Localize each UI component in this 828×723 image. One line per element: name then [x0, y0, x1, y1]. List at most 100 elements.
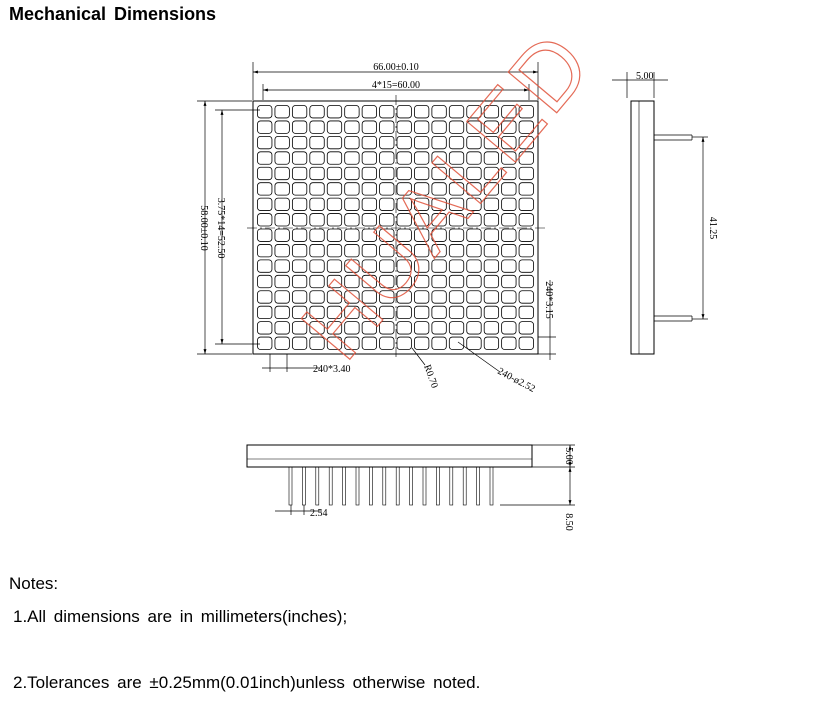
led-dot: [448, 105, 465, 119]
led-dot: [518, 305, 534, 320]
led-dot: [396, 274, 412, 289]
led-dot: [431, 290, 447, 304]
note-item-2: 2.Tolerances are ±0.25mm(0.01inch)unless…: [13, 673, 481, 692]
led-dot: [379, 166, 395, 181]
led-dot: [448, 305, 465, 320]
led-dot: [501, 120, 517, 134]
led-dot: [431, 259, 447, 273]
led-dot: [518, 151, 534, 165]
led-dot: [326, 274, 343, 289]
led-dot: [448, 182, 465, 196]
led-dot: [291, 321, 308, 335]
led-dot: [396, 213, 412, 227]
led-dot: [466, 336, 482, 350]
led-dot: [431, 228, 447, 242]
led-dot: [344, 120, 360, 134]
led-dot: [361, 244, 377, 258]
pitch-height-label: 3.75*14=52.50: [215, 198, 226, 259]
led-dot: [501, 259, 517, 273]
led-dot: [379, 259, 395, 273]
led-dot: [483, 228, 500, 242]
led-dot: [431, 305, 447, 320]
led-dot: [466, 182, 482, 196]
led-dot: [466, 290, 482, 304]
pin-pitch-label: 2.54: [310, 508, 328, 519]
led-dot: [466, 213, 482, 227]
led-dot: [414, 228, 430, 242]
led-dot: [396, 135, 412, 150]
led-dot: [396, 336, 412, 350]
led-dot: [361, 120, 377, 134]
led-dot: [414, 151, 430, 165]
led-dot: [501, 336, 517, 350]
led-dot: [379, 213, 395, 227]
led-dot: [257, 290, 273, 304]
led-dot: [344, 105, 360, 119]
led-dot: [431, 244, 447, 258]
led-dot: [518, 120, 534, 134]
led-dot: [466, 120, 482, 134]
led-dot: [257, 305, 273, 320]
led-dot: [361, 274, 377, 289]
led-dot: [344, 321, 360, 335]
led-dot: [518, 228, 534, 242]
led-dot: [483, 151, 500, 165]
page-title: Mechanical Dimensions: [9, 4, 217, 24]
pin: [328, 466, 333, 506]
led-dot: [518, 244, 534, 258]
led-dot: [396, 120, 412, 134]
led-dot: [257, 105, 273, 119]
pin: [449, 466, 454, 506]
led-dot: [379, 105, 395, 119]
led-dot: [448, 228, 465, 242]
led-dot: [326, 213, 343, 227]
led-dot: [379, 182, 395, 196]
led-dot: [501, 166, 517, 181]
led-dot: [257, 120, 273, 134]
led-dot: [344, 259, 360, 273]
led-dot: [309, 120, 325, 134]
led-dot: [414, 120, 430, 134]
led-dot: [257, 182, 273, 196]
led-dot: [361, 228, 377, 242]
led-dot: [361, 336, 377, 350]
led-dot: [448, 290, 465, 304]
led-dot: [309, 213, 325, 227]
pin: [489, 466, 494, 506]
pin: [342, 466, 346, 506]
led-dot: [483, 120, 500, 134]
led-dot: [466, 244, 482, 258]
led-dot: [396, 259, 412, 273]
overall-width-label: 66.00±0.10: [373, 62, 419, 73]
dot-pitch-h-label: 240*3.40: [313, 364, 351, 375]
led-dot: [396, 290, 412, 304]
led-dot: [291, 135, 308, 150]
led-dot: [396, 166, 412, 181]
led-dot: [483, 105, 500, 119]
led-dot: [483, 259, 500, 273]
led-dot: [309, 336, 325, 350]
led-dot: [483, 290, 500, 304]
led-dot: [466, 321, 482, 335]
led-dot: [274, 228, 290, 242]
led-dot: [501, 105, 517, 119]
led-dot: [309, 197, 325, 211]
led-dot: [274, 321, 290, 335]
led-dot: [291, 182, 308, 196]
pin-span-label: 41.25: [707, 217, 718, 240]
pin: [355, 466, 360, 506]
led-dot: [344, 244, 360, 258]
led-dot: [431, 336, 447, 350]
led-dot: [361, 305, 377, 320]
led-dot: [326, 244, 343, 258]
led-dot: [466, 105, 482, 119]
led-dot: [414, 290, 430, 304]
led-dot: [379, 135, 395, 150]
led-dot: [361, 197, 377, 211]
led-dot: [483, 274, 500, 289]
led-dot: [274, 274, 290, 289]
led-dot: [501, 182, 517, 196]
led-dot: [309, 166, 325, 181]
led-dot: [274, 135, 290, 150]
led-dot: [518, 321, 534, 335]
